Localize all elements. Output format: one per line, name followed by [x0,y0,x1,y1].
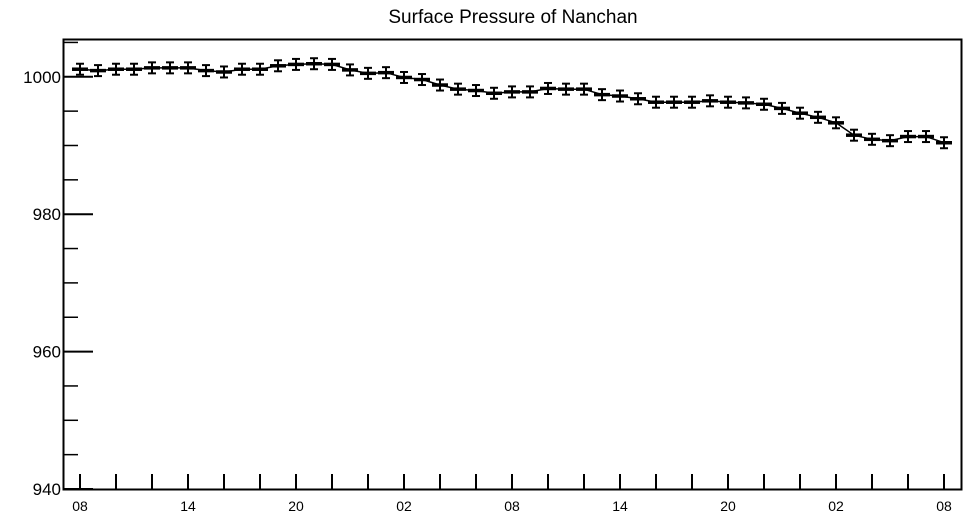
data-point [936,136,952,150]
data-point [342,63,358,77]
x-tick-label: 08 [936,498,952,514]
data-point [450,82,466,96]
x-tick-label: 20 [720,498,736,514]
data-point [648,95,664,109]
series-layer [72,57,952,150]
x-tick-label: 14 [612,498,628,514]
data-point [252,62,268,76]
data-point [108,62,124,76]
data-point [306,57,322,71]
x-tick-label: 14 [180,498,196,514]
data-point [630,92,646,106]
data-point [684,95,700,109]
chart-title: Surface Pressure of Nanchan [388,7,637,28]
data-point [198,64,214,78]
data-point [468,84,484,98]
data-point [180,61,196,75]
y-tick-label: 940 [33,480,61,499]
data-point [72,62,88,76]
x-tick-label: 02 [396,498,412,514]
data-point [594,88,610,102]
x-tick-label: 08 [72,498,88,514]
data-point [126,62,142,76]
data-point [576,82,592,96]
data-point [162,61,178,75]
data-point [396,70,412,84]
data-point [864,132,880,146]
data-point [738,96,754,110]
data-point [810,110,826,124]
data-point [504,85,520,99]
data-point [360,66,376,80]
y-tick-label: 1000 [23,68,61,87]
data-point [324,57,340,71]
data-point [522,85,538,99]
data-point [720,95,736,109]
x-axis: 08 14 20 02 08 14 20 02 08 [72,474,952,514]
data-point [540,81,556,95]
y-tick-label: 980 [33,205,61,224]
x-tick-label: 08 [504,498,520,514]
data-point [432,78,448,92]
data-point [846,128,862,142]
data-point [288,57,304,71]
data-point [666,95,682,109]
data-point [828,116,844,130]
data-point [612,89,628,103]
data-point [234,62,250,76]
data-point [486,86,502,100]
x-tick-label: 02 [828,498,844,514]
data-point [756,97,772,111]
data-point [918,130,934,144]
y-axis: 940 960 980 1000 [23,41,93,499]
data-point [882,134,898,148]
data-point [144,61,160,75]
data-point [270,59,286,73]
data-point [216,65,232,79]
data-point [792,106,808,120]
data-point [702,94,718,108]
plot-frame [62,38,963,491]
data-point [414,73,430,87]
x-tick-label: 20 [288,498,304,514]
data-point [90,64,106,78]
data-point [378,66,394,80]
data-point [900,130,916,144]
y-tick-label: 960 [33,343,61,362]
data-point [558,82,574,96]
data-point [774,101,790,115]
